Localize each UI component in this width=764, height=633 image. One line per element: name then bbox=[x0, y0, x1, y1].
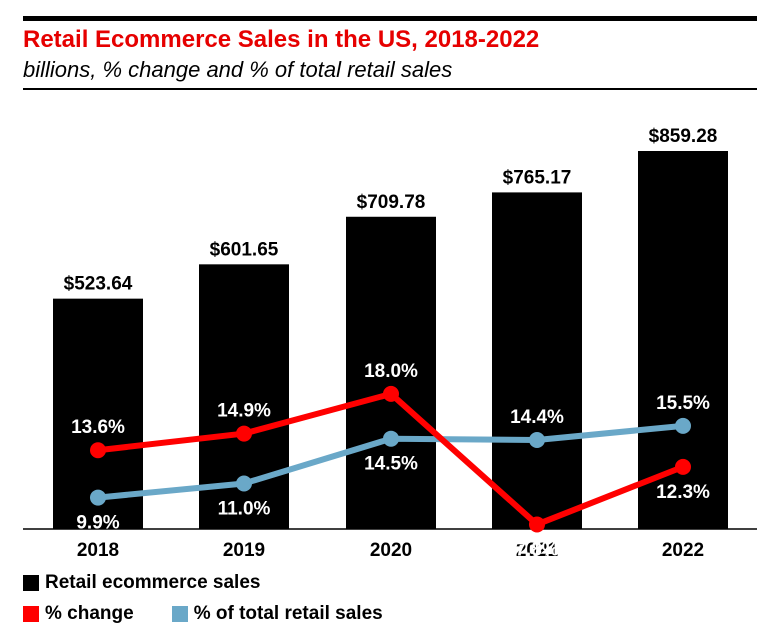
legend-item-ecommerce: Retail ecommerce sales bbox=[23, 572, 260, 594]
share-label-2022: 15.5% bbox=[656, 393, 710, 414]
change-point-2020 bbox=[383, 385, 399, 402]
x-tick-2020: 2020 bbox=[370, 540, 412, 561]
bar-label-2021: $765.17 bbox=[503, 167, 572, 188]
x-tick-2018: 2018 bbox=[77, 540, 119, 561]
legend-row-2: % change % of total retail sales bbox=[23, 603, 421, 625]
legend-item-change: % change bbox=[23, 603, 134, 625]
x-tick-2019: 2019 bbox=[223, 540, 265, 561]
change-label-2018: 13.6% bbox=[71, 417, 125, 438]
change-point-2019 bbox=[236, 425, 252, 442]
chart-subtitle: billions, % change and % of total retail… bbox=[23, 57, 453, 82]
change-point-2022 bbox=[675, 458, 691, 475]
share-label-2018: 9.9% bbox=[76, 513, 119, 534]
change-label-2020: 18.0% bbox=[364, 361, 418, 382]
legend-row-1: Retail ecommerce sales bbox=[23, 572, 298, 594]
share-label-2019: 11.0% bbox=[218, 499, 271, 520]
bar-2021 bbox=[492, 192, 582, 529]
bar-label-2019: $601.65 bbox=[210, 239, 279, 260]
bar-label-2022: $859.28 bbox=[649, 126, 718, 147]
share-point-2020 bbox=[383, 430, 399, 447]
x-tick-2021: 2021 bbox=[516, 540, 559, 561]
change-label-2022: 12.3% bbox=[656, 482, 710, 503]
change-point-2021 bbox=[529, 516, 545, 533]
bar-label-2020: $709.78 bbox=[357, 192, 426, 213]
share-point-2018 bbox=[90, 489, 106, 506]
bar-label-2018: $523.64 bbox=[64, 274, 133, 295]
legend-swatch-change bbox=[23, 606, 39, 622]
change-point-2018 bbox=[90, 442, 106, 459]
share-point-2021 bbox=[529, 431, 545, 448]
legend-swatch-ecommerce bbox=[23, 575, 39, 591]
share-label-2021: 14.4% bbox=[510, 407, 564, 428]
bar-2020 bbox=[346, 216, 436, 530]
legend-swatch-share bbox=[171, 606, 188, 622]
share-point-2019 bbox=[236, 475, 252, 492]
chart-title: Retail Ecommerce Sales in the US, 2018-2… bbox=[23, 26, 540, 53]
legend-label-ecommerce: Retail ecommerce sales bbox=[45, 572, 261, 593]
change-label-2021: 7.8% bbox=[515, 539, 558, 560]
share-label-2020: 14.5% bbox=[364, 454, 418, 475]
change-label-2019: 14.9% bbox=[217, 401, 271, 422]
x-tick-2022: 2022 bbox=[662, 540, 704, 561]
legend-item-share: % of total retail sales bbox=[171, 603, 383, 625]
legend-label-change: % change bbox=[45, 603, 134, 624]
legend-label-share: % of total retail sales bbox=[193, 603, 383, 624]
share-point-2022 bbox=[675, 417, 691, 434]
subtitle-rule bbox=[23, 88, 757, 90]
top-rule bbox=[23, 16, 757, 21]
